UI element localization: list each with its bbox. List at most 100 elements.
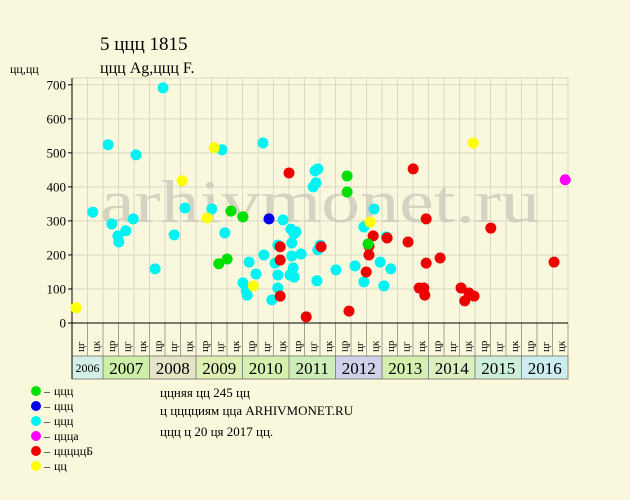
x-period-label: цк — [323, 340, 335, 352]
legend-label: – ццца — [43, 429, 79, 443]
x-year-label: 2011 — [296, 359, 329, 378]
x-period-label: цг — [121, 341, 133, 352]
data-point — [360, 266, 372, 278]
legend-dash: – — [43, 459, 51, 473]
x-period-label: цр — [478, 340, 490, 352]
y-tick-label: 0 — [60, 316, 67, 331]
data-point — [272, 269, 284, 281]
x-period-label: цк — [416, 340, 428, 352]
data-point — [374, 256, 386, 268]
x-year-label: 2010 — [249, 359, 283, 378]
legend-item: – ццц — [31, 414, 74, 428]
data-point — [274, 241, 286, 253]
legend-marker — [31, 401, 41, 411]
x-period-label: цг — [447, 341, 459, 352]
x-period-label: цр — [385, 340, 397, 352]
data-point — [243, 256, 255, 268]
data-point — [120, 225, 132, 237]
data-point — [274, 290, 286, 302]
legend-series-name: ццц — [54, 384, 74, 398]
legend-label: – ццц — [43, 399, 74, 413]
data-point — [283, 167, 295, 179]
data-point — [300, 311, 312, 323]
info-source: ц цццциям цца ARHIVMONET.RU — [160, 403, 354, 418]
legend-item: – ццц — [31, 399, 74, 413]
x-period-label: цк — [90, 340, 102, 352]
y-tick-label: 500 — [47, 145, 67, 160]
data-point — [368, 203, 380, 215]
chart-subtitle: ццц Ag,ццц F. — [100, 60, 195, 77]
x-period-label: цг — [214, 341, 226, 352]
data-point — [310, 177, 322, 189]
legend-series-name: ццца — [54, 429, 79, 443]
data-point — [213, 258, 225, 270]
legend-series-name: ццц — [54, 399, 74, 413]
x-period-label: цг — [261, 341, 273, 352]
data-point — [250, 268, 262, 280]
legend-dash: – — [43, 414, 51, 428]
x-period-label: цк — [230, 340, 242, 352]
legend-label: – цц — [43, 459, 67, 473]
data-point — [106, 218, 118, 230]
x-period-label: цг — [307, 341, 319, 352]
data-point — [277, 214, 289, 226]
data-point — [407, 163, 419, 175]
y-tick-label: 100 — [47, 281, 67, 296]
data-point — [467, 137, 479, 149]
y-tick-label: 200 — [47, 247, 67, 262]
y-tick-label: 300 — [47, 213, 67, 228]
x-period-label: цр — [152, 340, 164, 352]
x-period-label: цг — [540, 341, 552, 352]
legend-label: – ццц — [43, 384, 74, 398]
data-point — [420, 257, 432, 269]
x-period-label: цг — [354, 341, 366, 352]
data-point — [130, 149, 142, 161]
data-point — [295, 248, 307, 260]
x-period-label: цр — [338, 340, 350, 352]
y-tick-label: 700 — [47, 77, 67, 92]
data-point — [364, 216, 376, 228]
data-point — [402, 236, 414, 248]
x-period-label: цр — [199, 340, 211, 352]
data-point — [378, 280, 390, 292]
data-point — [286, 237, 298, 249]
legend-series-name: ццц — [54, 414, 74, 428]
x-year-row: 2006 2007 2008 2009 2010 2011 2012 2013 2014 2015… — [71, 355, 569, 380]
data-point — [312, 163, 324, 175]
data-point — [362, 238, 374, 250]
data-point — [349, 260, 361, 272]
data-point — [434, 252, 446, 264]
legend-label: – ццц — [43, 414, 74, 428]
y-tick-label: 400 — [47, 179, 67, 194]
data-point — [168, 229, 180, 241]
legend-dash: – — [43, 444, 51, 458]
data-point — [290, 226, 302, 238]
data-point — [330, 264, 342, 276]
x-year-label: 2006 — [76, 361, 100, 375]
data-point — [341, 186, 353, 198]
x-period-label: цк — [137, 340, 149, 352]
x-year-label: 2016 — [528, 359, 562, 378]
data-point — [363, 249, 375, 261]
data-point — [179, 202, 191, 214]
legend-marker — [31, 446, 41, 456]
legend: – ццц– ццц– ццц– ццца– цццццБ– цц — [31, 384, 93, 473]
x-period-label: цк — [462, 340, 474, 352]
data-point — [343, 305, 355, 317]
x-period-label: цр — [106, 340, 118, 352]
x-period-label: цк — [183, 340, 195, 352]
data-point — [263, 213, 275, 225]
data-point — [311, 275, 323, 287]
x-period-label: цк — [369, 340, 381, 352]
x-period-label: цг — [400, 341, 412, 352]
watermark: arhivmonet.ru — [100, 169, 540, 235]
legend-series-name: цц — [54, 459, 67, 473]
data-point — [219, 227, 231, 239]
legend-dash: – — [43, 384, 51, 398]
x-year-label: 2007 — [109, 359, 144, 378]
data-point — [485, 222, 497, 234]
info-date: ццц ц 20 ця 2017 цц. — [160, 424, 273, 439]
data-point — [87, 206, 99, 218]
x-period-label: цк — [509, 340, 521, 352]
